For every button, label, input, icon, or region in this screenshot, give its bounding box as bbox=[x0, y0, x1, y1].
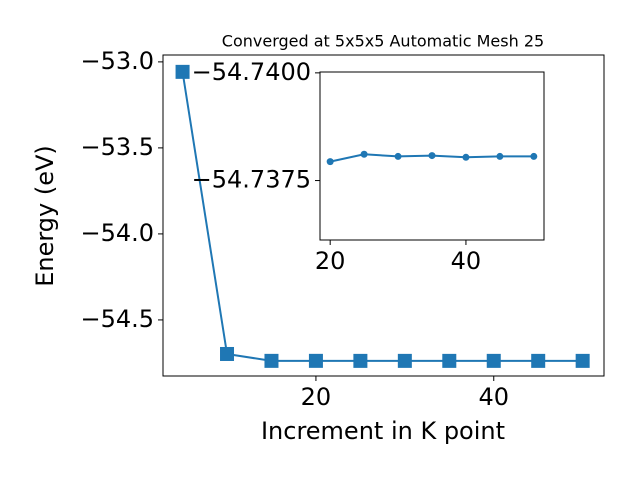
y-tick-label: −53.0 bbox=[80, 47, 154, 75]
y-tick-label: −53.5 bbox=[80, 133, 154, 161]
y-tick-label: −54.0 bbox=[80, 219, 154, 247]
marker bbox=[360, 150, 368, 158]
marker bbox=[394, 152, 402, 160]
marker bbox=[220, 346, 235, 361]
marker bbox=[462, 153, 470, 161]
series-line bbox=[181, 71, 583, 362]
y-tick-label: −54.7375 bbox=[192, 166, 311, 194]
marker bbox=[531, 353, 546, 368]
y-tick-label: −54.5 bbox=[80, 305, 154, 333]
marker bbox=[175, 64, 190, 79]
x-tick-label: 40 bbox=[478, 383, 509, 411]
marker bbox=[496, 152, 504, 160]
marker bbox=[428, 152, 436, 160]
marker bbox=[264, 353, 279, 368]
marker bbox=[308, 353, 323, 368]
marker bbox=[530, 152, 538, 160]
marker bbox=[353, 353, 368, 368]
marker bbox=[486, 353, 501, 368]
x-tick-label: 20 bbox=[301, 383, 332, 411]
x-tick-label: 40 bbox=[451, 247, 482, 275]
marker bbox=[575, 353, 590, 368]
x-axis-label: Increment in K point bbox=[261, 417, 505, 445]
x-tick-label: 20 bbox=[315, 247, 346, 275]
marker bbox=[397, 353, 412, 368]
y-tick-label: −54.7400 bbox=[192, 58, 311, 86]
y-axis-label: Energy (eV) bbox=[31, 145, 59, 287]
marker bbox=[326, 158, 334, 166]
chart-title: Converged at 5x5x5 Automatic Mesh 25 bbox=[222, 32, 544, 51]
marker bbox=[442, 353, 457, 368]
